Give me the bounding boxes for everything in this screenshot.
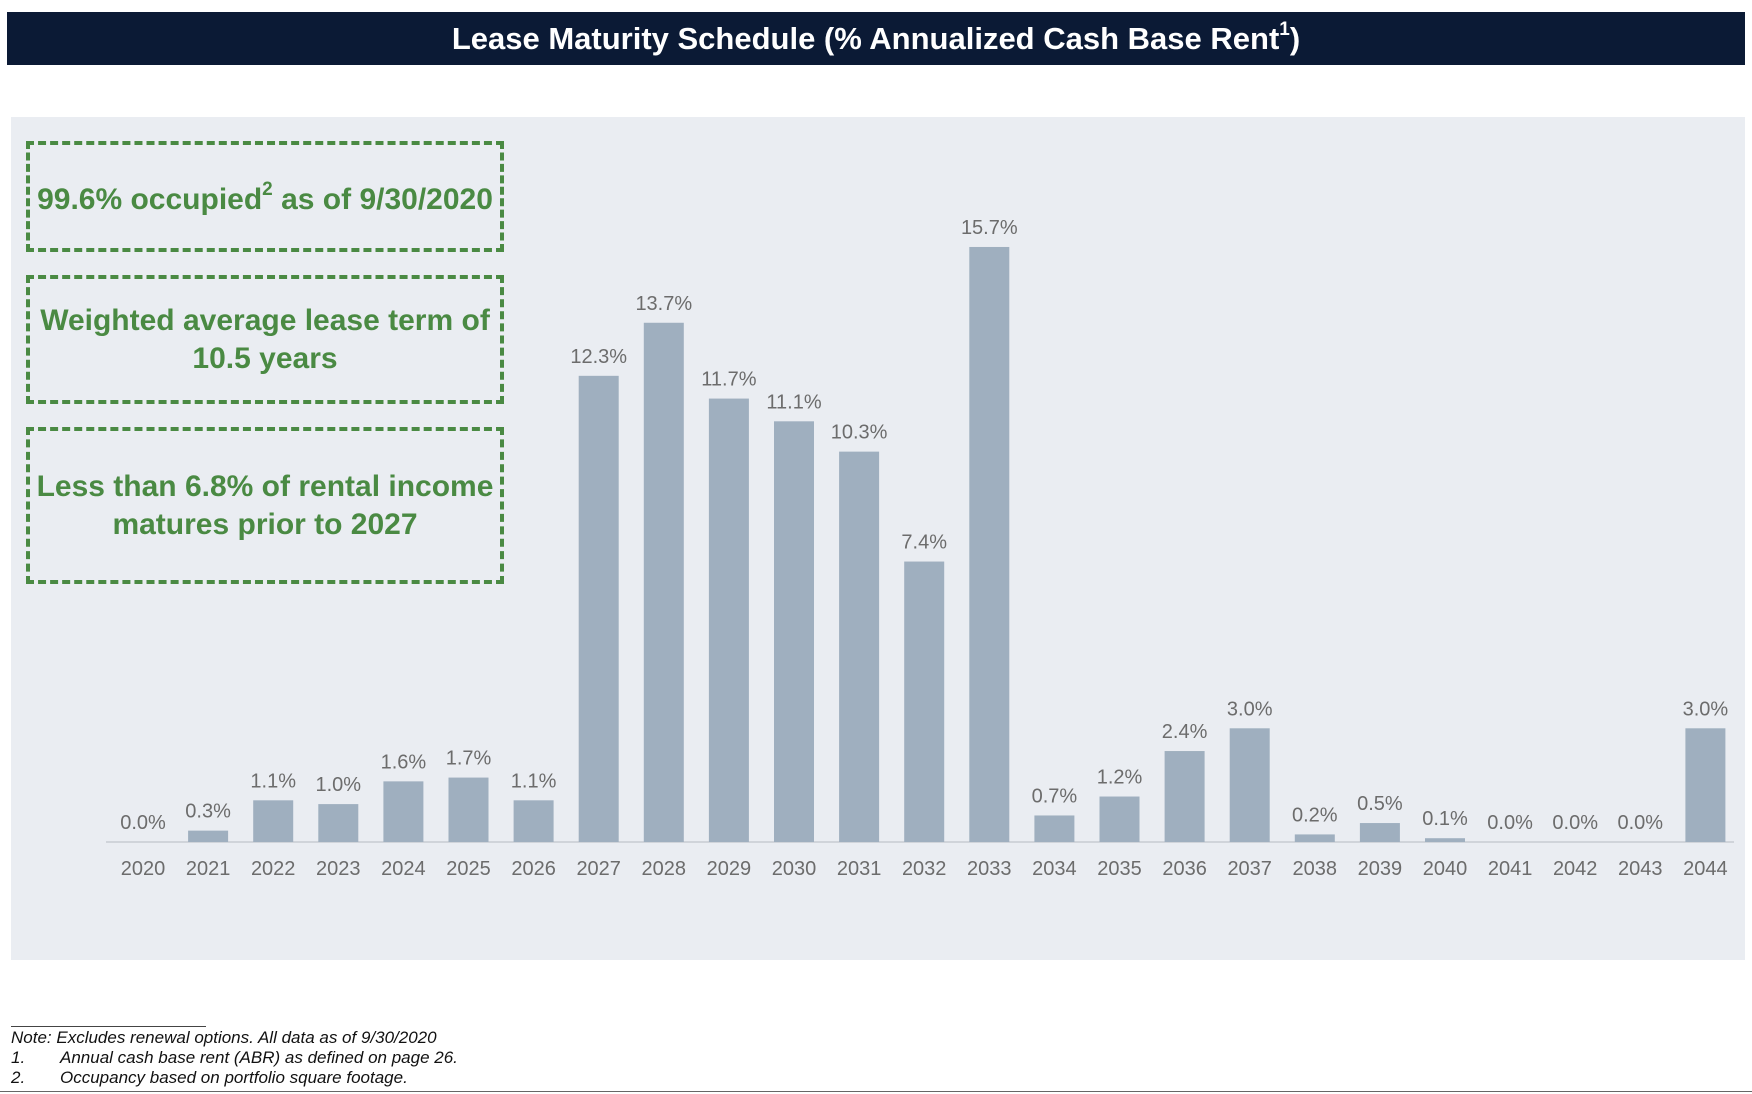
data-label-2022: 1.1% <box>250 770 296 792</box>
data-label-2023: 1.0% <box>316 774 362 796</box>
x-tick-label-2026: 2026 <box>511 858 556 880</box>
data-label-2041: 0.0% <box>1487 812 1533 834</box>
bar-chart: 0.0% 2020 0.3% 2021 1.1% 2022 1.0% 2023 1.6% 2024… <box>106 217 1734 880</box>
footnote-1: 1. Annual cash base rent (ABR) as define… <box>11 1048 1711 1068</box>
callout-maturity-text: Less than 6.8% of rental income matures … <box>36 469 494 541</box>
x-tick-label-2024: 2024 <box>381 858 426 880</box>
bar-2029 <box>708 398 749 842</box>
x-tick-label-2034: 2034 <box>1032 858 1077 880</box>
callout-occupancy: 99.6% occupied2 as of 9/30/2020 <box>26 141 504 252</box>
x-tick-label-2023: 2023 <box>316 858 361 880</box>
data-label-2038: 0.2% <box>1292 804 1338 826</box>
footnotes: Note: Excludes renewal options. All data… <box>11 1028 1711 1088</box>
data-label-2040: 0.1% <box>1422 808 1468 830</box>
bar-2038 <box>1294 834 1335 842</box>
x-tick-label-2040: 2040 <box>1423 858 1468 880</box>
bar-2037 <box>1229 728 1270 842</box>
data-label-2039: 0.5% <box>1357 793 1403 815</box>
footnote-1-number: 1. <box>11 1048 26 1067</box>
x-tick-label-2025: 2025 <box>446 858 491 880</box>
bottom-divider <box>0 1091 1752 1092</box>
data-label-2036: 2.4% <box>1162 721 1208 743</box>
x-tick-label-2033: 2033 <box>967 858 1012 880</box>
bar-2024 <box>383 781 424 842</box>
data-label-2037: 3.0% <box>1227 698 1273 720</box>
data-label-2020: 0.0% <box>120 812 166 834</box>
x-tick-label-2029: 2029 <box>707 858 752 880</box>
bar-2028 <box>643 322 684 842</box>
data-label-2026: 1.1% <box>511 770 557 792</box>
callout-lease-term: Weighted average lease term of 10.5 year… <box>26 275 504 404</box>
chart-panel: 0.0% 2020 0.3% 2021 1.1% 2022 1.0% 2023 1.6% 2024… <box>11 117 1745 960</box>
footnote-2-text: Occupancy based on portfolio square foot… <box>60 1068 408 1087</box>
x-tick-label-2031: 2031 <box>837 858 882 880</box>
data-label-2043: 0.0% <box>1618 812 1664 834</box>
bar-2034 <box>1034 815 1075 842</box>
data-label-2034: 0.7% <box>1032 785 1078 807</box>
footnote-note: Note: Excludes renewal options. All data… <box>11 1028 437 1047</box>
bar-2032 <box>904 561 945 842</box>
x-tick-label-2035: 2035 <box>1097 858 1142 880</box>
bar-2021 <box>188 830 229 842</box>
x-tick-label-2032: 2032 <box>902 858 947 880</box>
data-label-2032: 7.4% <box>901 532 947 554</box>
data-label-2028: 13.7% <box>635 293 692 315</box>
x-tick-label-2038: 2038 <box>1293 858 1338 880</box>
x-tick-label-2039: 2039 <box>1358 858 1403 880</box>
data-label-2029: 11.7% <box>701 369 756 391</box>
page-title: Lease Maturity Schedule (% Annualized Ca… <box>451 19 1301 56</box>
data-label-2030: 11.1% <box>766 391 821 413</box>
x-tick-label-2044: 2044 <box>1683 858 1728 880</box>
footnote-1-text: Annual cash base rent (ABR) as defined o… <box>60 1048 458 1067</box>
bar-2026 <box>513 800 554 842</box>
bar-2030 <box>774 421 814 842</box>
bar-2039 <box>1359 823 1400 842</box>
x-tick-label-2041: 2041 <box>1488 858 1533 880</box>
bar-2044 <box>1685 728 1726 842</box>
bar-2031 <box>839 451 880 842</box>
bar-2035 <box>1099 796 1140 842</box>
x-tick-label-2036: 2036 <box>1162 858 1207 880</box>
data-label-2031: 10.3% <box>831 422 888 444</box>
bar-2027 <box>578 375 619 842</box>
callout-lease-term-text: Weighted average lease term of 10.5 year… <box>40 303 490 375</box>
data-label-2025: 1.7% <box>446 748 492 770</box>
x-tick-label-2027: 2027 <box>576 858 621 880</box>
bar-2022 <box>253 800 294 842</box>
bar-2040 <box>1425 838 1465 842</box>
bar-2023 <box>318 804 359 842</box>
data-label-2021: 0.3% <box>185 801 231 823</box>
bar-2033 <box>969 246 1010 843</box>
data-label-2033: 15.7% <box>961 217 1018 239</box>
x-tick-label-2021: 2021 <box>186 858 231 880</box>
x-tick-label-2042: 2042 <box>1553 858 1598 880</box>
data-label-2024: 1.6% <box>381 751 427 773</box>
data-label-2042: 0.0% <box>1552 812 1598 834</box>
x-tick-label-2022: 2022 <box>251 858 296 880</box>
callout-occupancy-text: 99.6% occupied2 as of 9/30/2020 <box>37 179 493 216</box>
x-tick-label-2020: 2020 <box>121 858 166 880</box>
data-label-2027: 12.3% <box>570 346 627 368</box>
bar-2025 <box>448 777 489 842</box>
footnote-divider <box>11 1026 206 1027</box>
data-label-2044: 3.0% <box>1683 698 1729 720</box>
x-tick-label-2037: 2037 <box>1227 858 1272 880</box>
callout-maturity: Less than 6.8% of rental income matures … <box>26 427 504 584</box>
bar-2036 <box>1164 751 1205 842</box>
x-tick-label-2030: 2030 <box>772 858 817 880</box>
title-bar: Lease Maturity Schedule (% Annualized Ca… <box>7 12 1745 65</box>
footnote-2-number: 2. <box>11 1068 26 1087</box>
x-tick-label-2028: 2028 <box>642 858 687 880</box>
data-label-2035: 1.2% <box>1097 767 1143 789</box>
x-tick-label-2043: 2043 <box>1618 858 1663 880</box>
footnote-2: 2. Occupancy based on portfolio square f… <box>11 1068 1711 1088</box>
